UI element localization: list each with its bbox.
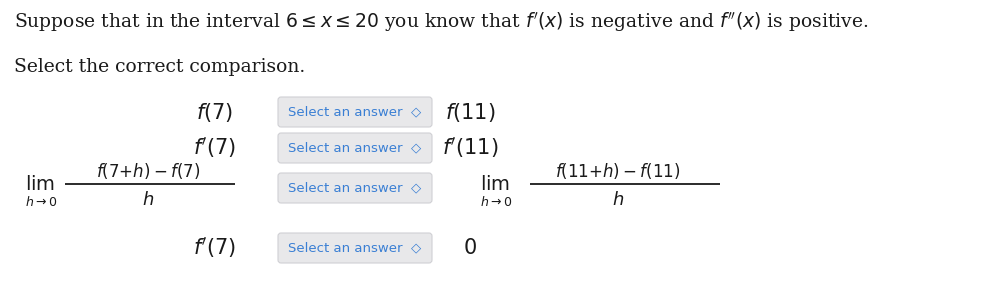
Text: $f'(11)$: $f'(11)$ xyxy=(442,135,498,160)
Text: $h{\to}0$: $h{\to}0$ xyxy=(480,195,513,209)
FancyBboxPatch shape xyxy=(278,133,432,163)
Text: Select an answer  ◇: Select an answer ◇ xyxy=(288,141,422,154)
Text: Select an answer  ◇: Select an answer ◇ xyxy=(288,241,422,255)
Text: $h{\to}0$: $h{\to}0$ xyxy=(25,195,57,209)
Text: $f'(7)$: $f'(7)$ xyxy=(194,135,237,160)
Text: $f(7)$: $f(7)$ xyxy=(197,100,233,124)
Text: $f(11{+}h)-f(11)$: $f(11{+}h)-f(11)$ xyxy=(555,161,681,181)
Text: $h$: $h$ xyxy=(142,191,154,209)
Text: Suppose that in the interval $6 \leq x \leq 20$ you know that $f'(x)$ is negativ: Suppose that in the interval $6 \leq x \… xyxy=(14,10,868,34)
Text: Select an answer  ◇: Select an answer ◇ xyxy=(288,105,422,119)
Text: $h$: $h$ xyxy=(612,191,624,209)
Text: $\mathrm{lim}$: $\mathrm{lim}$ xyxy=(25,175,55,194)
Text: Select the correct comparison.: Select the correct comparison. xyxy=(14,58,305,76)
Text: $f(7{+}h)-f(7)$: $f(7{+}h)-f(7)$ xyxy=(96,161,201,181)
Text: $0$: $0$ xyxy=(463,238,477,258)
FancyBboxPatch shape xyxy=(278,173,432,203)
Text: $f'(7)$: $f'(7)$ xyxy=(194,236,237,260)
Text: $\mathrm{lim}$: $\mathrm{lim}$ xyxy=(480,175,510,194)
FancyBboxPatch shape xyxy=(278,233,432,263)
Text: Select an answer  ◇: Select an answer ◇ xyxy=(288,181,422,195)
Text: $f(11)$: $f(11)$ xyxy=(445,100,495,124)
FancyBboxPatch shape xyxy=(278,97,432,127)
